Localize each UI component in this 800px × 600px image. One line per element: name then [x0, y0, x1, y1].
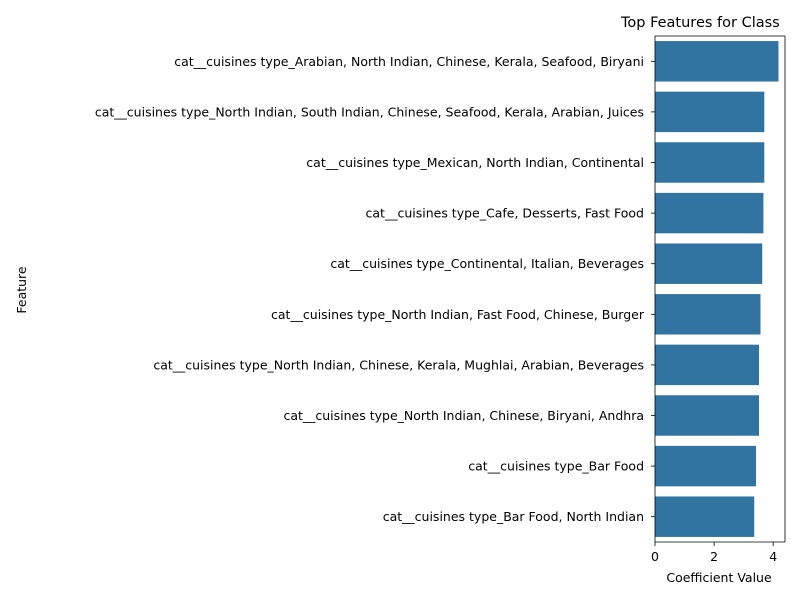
y-tick-label: cat__cuisines type_Continental, Italian,…	[330, 256, 644, 271]
y-tick-label: cat__cuisines type_Cafe, Desserts, Fast …	[366, 206, 644, 221]
bar	[655, 344, 759, 386]
y-tick-label: cat__cuisines type_Bar Food, North India…	[383, 509, 644, 524]
x-tick-label: 0	[651, 549, 659, 564]
y-tick-label: cat__cuisines type_Arabian, North Indian…	[174, 54, 644, 69]
bar	[655, 243, 763, 284]
bar	[655, 445, 757, 487]
bar	[655, 395, 759, 436]
y-tick-label: cat__cuisines type_North Indian, Fast Fo…	[271, 307, 645, 322]
x-tick-label: 4	[769, 549, 777, 564]
bar	[655, 294, 761, 335]
y-tick-label: cat__cuisines type_North Indian, Chinese…	[153, 357, 644, 372]
chart-title: Top Features for Class	[620, 15, 780, 31]
bar	[655, 192, 764, 234]
bars-group	[655, 41, 779, 537]
y-axis-label: Feature	[14, 266, 29, 314]
y-tick-label: cat__cuisines type_North Indian, Chinese…	[283, 408, 644, 423]
axes-spines	[654, 35, 786, 543]
y-tick-label: cat__cuisines type_North Indian, South I…	[95, 104, 644, 119]
y-tick-label: cat__cuisines type_Mexican, North Indian…	[306, 155, 644, 170]
bar	[655, 91, 765, 133]
bar	[655, 496, 755, 537]
y-tick-label: cat__cuisines type_Bar Food	[468, 459, 644, 474]
x-tick-label: 2	[710, 549, 718, 564]
bar	[655, 41, 779, 82]
x-ticks: 0 2 4	[651, 542, 777, 564]
x-axis-label: Coefficient Value	[666, 570, 772, 585]
y-tick-labels: cat__cuisines type_Arabian, North Indian…	[95, 54, 655, 524]
bar	[655, 142, 765, 183]
